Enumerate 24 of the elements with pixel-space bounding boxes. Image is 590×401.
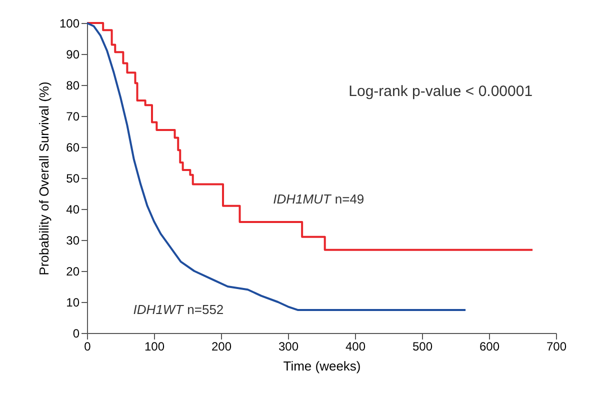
annotation: IDH1WT n=552 [133,302,224,317]
x-tick-label: 400 [345,340,366,354]
y-tick-label: 50 [66,172,80,186]
x-tick-label: 700 [546,340,567,354]
y-tick-label: 60 [66,140,80,154]
y-tick-label: 40 [66,202,80,216]
x-tick-label: 300 [278,340,299,354]
x-tick-label: 100 [144,340,165,354]
annotation: Log-rank p-value < 0.00001 [348,83,533,100]
y-tick-label: 80 [66,78,80,92]
y-tick-label: 30 [66,234,80,248]
x-tick-label: 600 [479,340,500,354]
x-tick-label: 0 [84,340,92,354]
y-axis-title: Probability of Overall Survival (%) [36,82,52,276]
x-tick-label: 200 [211,340,232,354]
annotation: IDH1MUT n=49 [273,192,364,207]
y-tick-label: 20 [66,264,80,278]
y-tick-label: 70 [66,110,80,124]
y-tick-label: 90 [66,48,80,62]
y-tick-label: 10 [66,296,80,310]
x-axis-title: Time (weeks) [283,358,361,374]
y-tick-label: 100 [59,16,80,30]
x-tick-label: 500 [412,340,433,354]
y-tick-label: 0 [72,326,80,340]
